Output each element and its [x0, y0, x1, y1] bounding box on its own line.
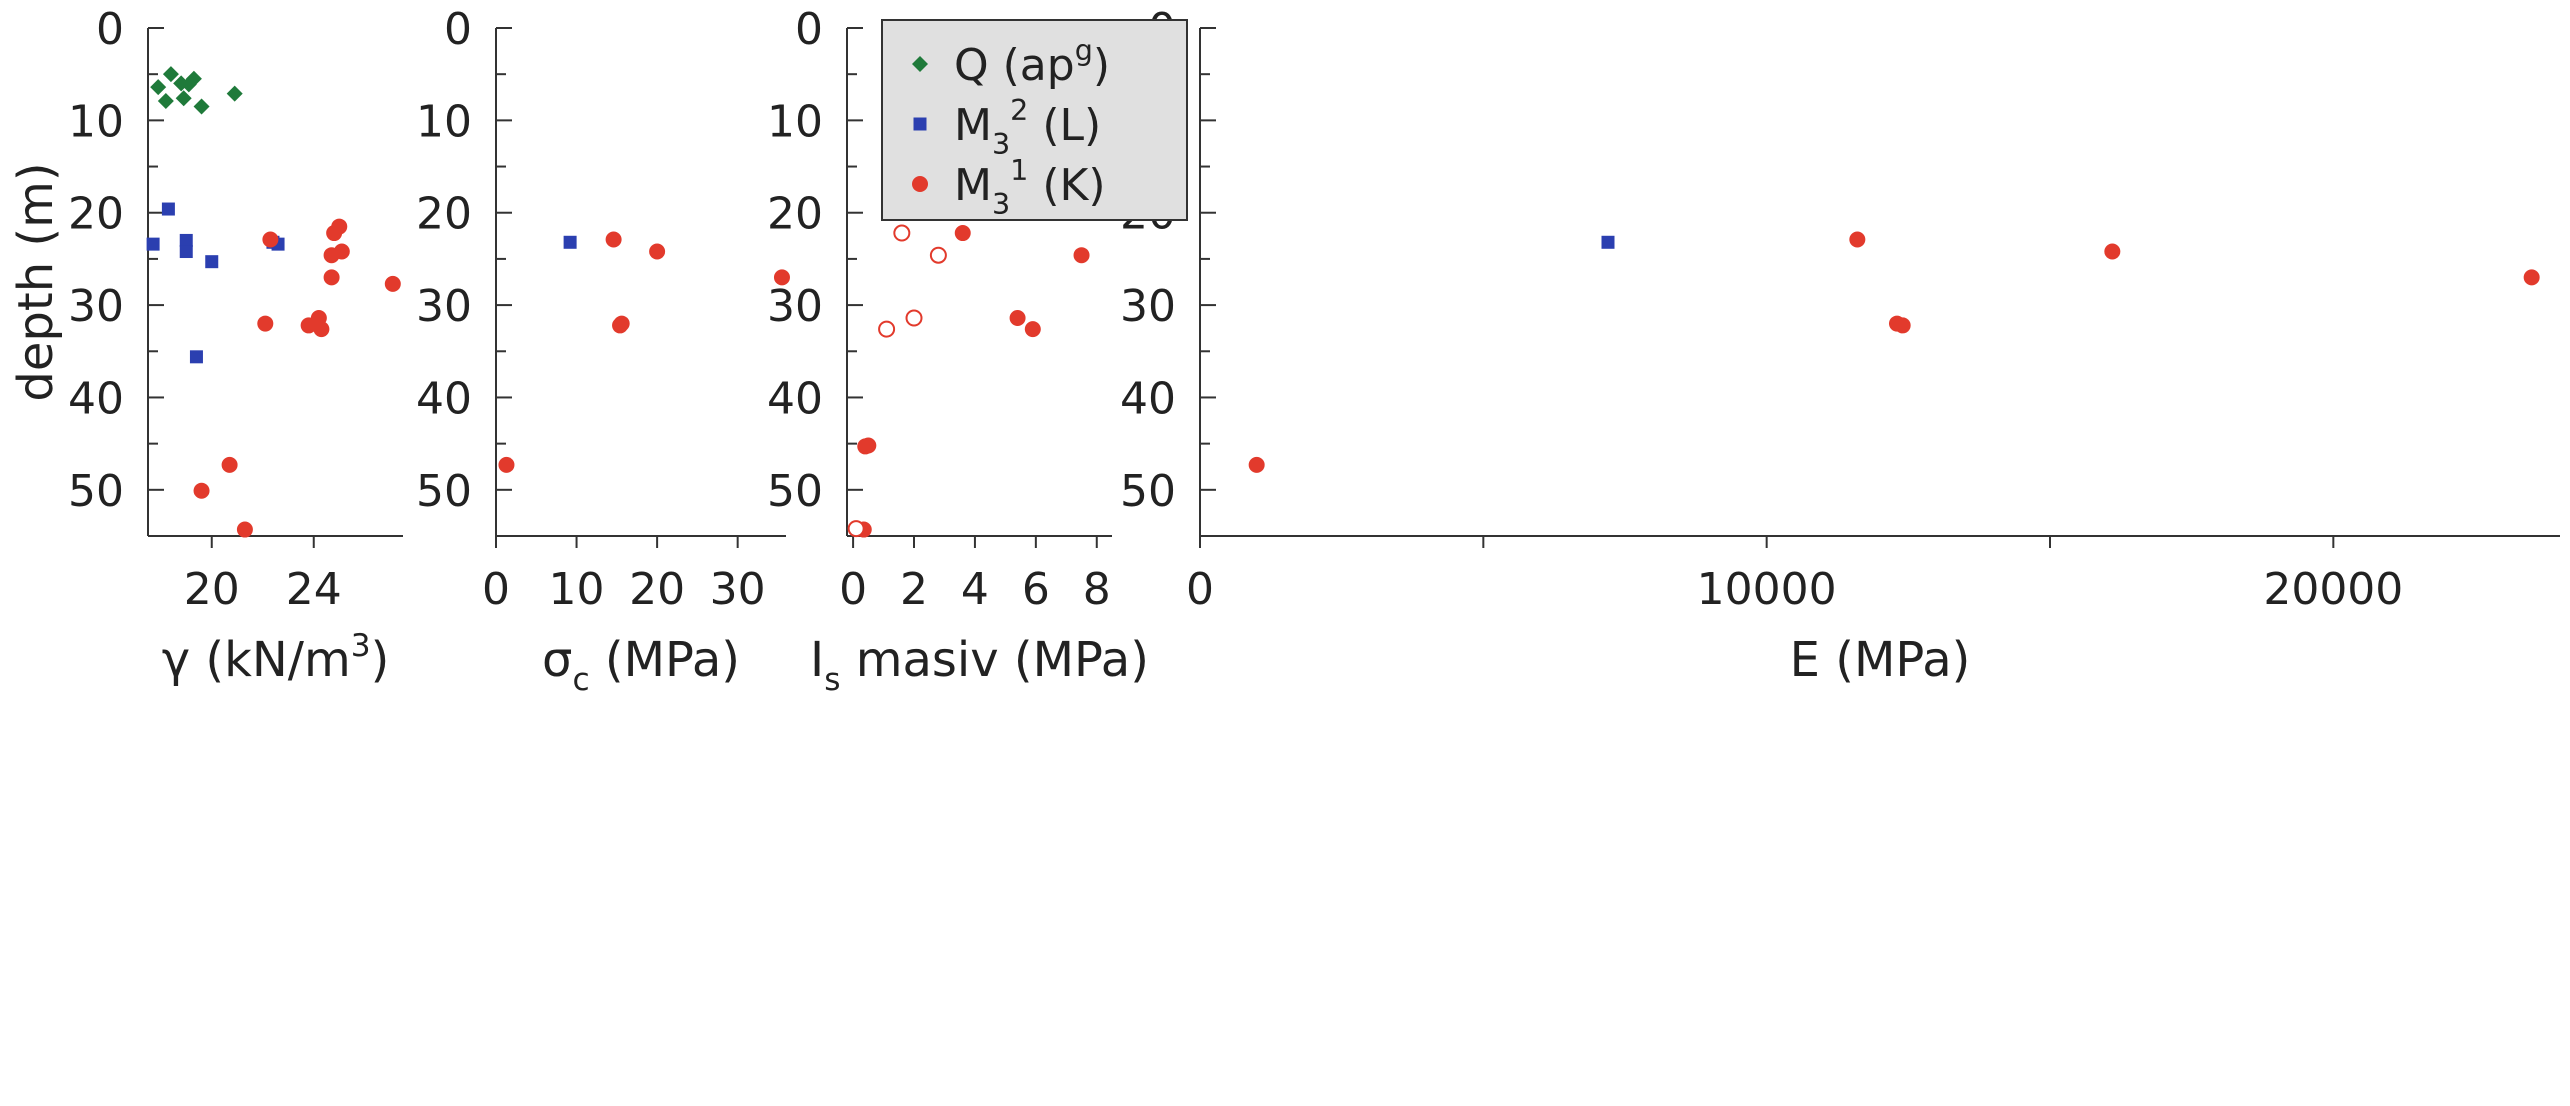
legend-label: M31 (K) — [954, 153, 1106, 221]
x-tick-label: 4 — [961, 564, 989, 615]
data-point-m3-1 — [605, 231, 622, 248]
x-tick-label: 10000 — [1697, 564, 1837, 615]
data-point-m3-1 — [1073, 247, 1090, 264]
y-tick-label: 30 — [416, 281, 472, 332]
data-point-q — [157, 92, 174, 109]
x-axis-title: E (MPa) — [1790, 632, 1971, 688]
y-tick-label: 20 — [767, 189, 823, 240]
panel-4: 0102030405001000020000E (MPa) — [1120, 4, 2560, 688]
y-tick-label: 20 — [416, 189, 472, 240]
x-tick-label: 20 — [184, 564, 240, 615]
data-point-m3-1 — [221, 456, 238, 473]
data-point-m3-1 — [193, 482, 210, 499]
data-point-m3-1 — [954, 225, 971, 242]
data-point-m3-1 — [313, 321, 330, 338]
x-axis-title: σc (MPa) — [542, 632, 740, 698]
data-point-m3-2 — [189, 350, 203, 364]
legend: Q (apg)M32 (L)M31 (K) — [881, 19, 1188, 221]
data-point-m3-1 — [236, 521, 253, 538]
data-point-m3-1-open — [878, 320, 896, 338]
data-point-m3-1 — [262, 231, 279, 248]
x-tick-label: 0 — [839, 564, 867, 615]
data-point-m3-1-open — [893, 224, 911, 242]
legend-marker-m3-1 — [912, 176, 928, 192]
x-tick-label: 20 — [629, 564, 685, 615]
data-point-m3-1 — [773, 269, 790, 286]
x-tick-label: 2 — [900, 564, 928, 615]
y-tick-label: 50 — [767, 466, 823, 517]
legend-label: M32 (L) — [954, 93, 1101, 161]
data-point-m3-1 — [1849, 231, 1866, 248]
y-tick-label: 10 — [68, 96, 124, 147]
data-point-m3-1 — [323, 269, 340, 286]
legend-box — [881, 19, 1188, 221]
x-tick-label: 10 — [549, 564, 605, 615]
x-axis-title: Is masiv (MPa) — [810, 632, 1149, 698]
data-point-m3-2 — [161, 202, 175, 216]
data-point-q — [150, 79, 167, 96]
data-point-m3-1 — [323, 247, 340, 264]
data-point-q — [226, 85, 243, 102]
y-tick-label: 40 — [68, 373, 124, 424]
data-point-m3-1 — [384, 275, 401, 292]
data-point-m3-1 — [2523, 269, 2540, 286]
data-point-m3-1 — [613, 315, 630, 332]
x-tick-label: 0 — [1186, 564, 1214, 615]
data-point-m3-1 — [649, 243, 666, 260]
data-point-m3-1 — [1248, 456, 1265, 473]
data-point-m3-2 — [205, 255, 219, 269]
x-tick-label: 6 — [1022, 564, 1050, 615]
data-point-m3-2 — [563, 235, 577, 249]
y-axis-title: depth (m) — [8, 162, 64, 401]
y-tick-label: 30 — [68, 281, 124, 332]
x-axis-title: γ (kN/m3) — [162, 628, 390, 688]
data-point-m3-1 — [2104, 243, 2121, 260]
data-point-m3-1-open — [847, 520, 865, 538]
data-point-m3-2 — [146, 237, 160, 251]
y-tick-label: 50 — [416, 466, 472, 517]
data-point-m3-1 — [326, 225, 343, 242]
data-point-m3-1-open — [905, 309, 923, 327]
data-point-m3-2 — [179, 245, 193, 259]
y-tick-label: 30 — [1120, 281, 1176, 332]
data-point-m3-1 — [498, 456, 515, 473]
x-tick-label: 30 — [710, 564, 766, 615]
data-point-q — [175, 90, 192, 107]
data-point-m3-1-open — [929, 246, 947, 264]
data-point-q — [193, 98, 210, 115]
data-point-m3-1 — [860, 437, 877, 454]
legend-marker-q — [912, 56, 928, 72]
x-tick-label: 24 — [286, 564, 342, 615]
x-tick-label: 0 — [482, 564, 510, 615]
y-tick-label: 20 — [68, 189, 124, 240]
data-point-m3-1 — [1009, 310, 1026, 327]
data-point-m3-1 — [1894, 317, 1911, 334]
y-tick-label: 50 — [1120, 466, 1176, 517]
data-point-m3-2 — [1601, 235, 1615, 249]
y-tick-label: 40 — [1120, 373, 1176, 424]
y-tick-label: 10 — [416, 96, 472, 147]
panel-1: 0 10 20 30 40 50 20 24 γ (kN/m3) — [68, 4, 403, 688]
legend-marker-m3-2 — [913, 117, 927, 131]
x-tick-label: 8 — [1083, 564, 1111, 615]
legend-label: Q (apg) — [954, 33, 1110, 91]
y-tick-label: 30 — [767, 281, 823, 332]
x-tick-label: 20000 — [2263, 564, 2403, 615]
data-point-m3-2 — [179, 233, 193, 247]
y-tick-label: 40 — [767, 373, 823, 424]
y-tick-label: 0 — [795, 4, 823, 55]
data-point-q — [162, 66, 179, 83]
data-point-q — [180, 76, 197, 93]
y-tick-label: 50 — [68, 466, 124, 517]
y-tick-label: 40 — [416, 373, 472, 424]
data-point-m3-1 — [1024, 321, 1041, 338]
y-tick-label: 0 — [444, 4, 472, 55]
y-tick-label: 0 — [96, 4, 124, 55]
data-point-m3-1 — [257, 315, 274, 332]
y-tick-label: 10 — [767, 96, 823, 147]
